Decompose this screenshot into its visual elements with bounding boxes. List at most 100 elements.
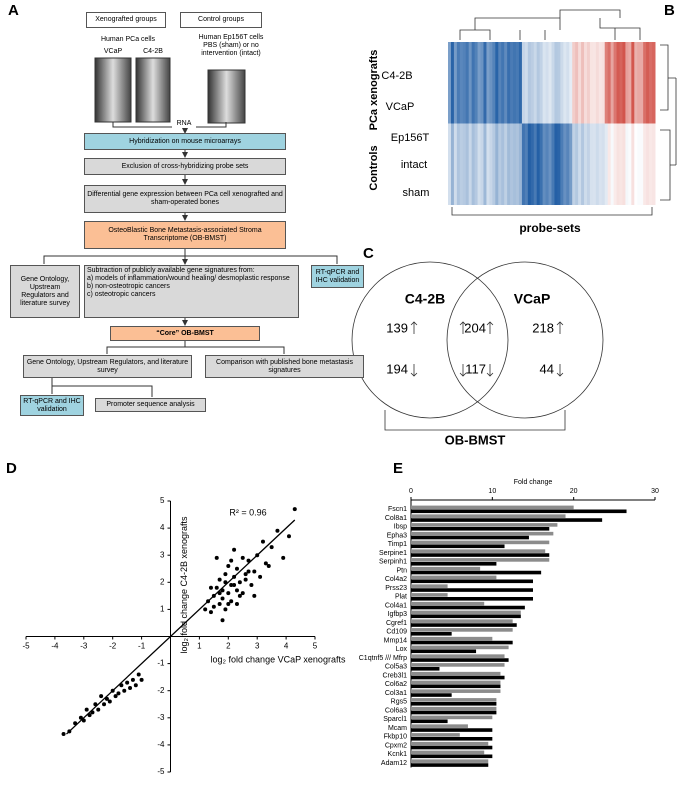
heat-cell: [578, 123, 582, 205]
point: [243, 572, 248, 577]
bar: [411, 645, 509, 650]
y-tick-label: 5: [160, 496, 165, 505]
point: [237, 593, 242, 598]
flow-box: Gene Ontology, Upstream Regulators and l…: [10, 265, 80, 318]
bar: [411, 535, 529, 540]
point: [93, 702, 98, 707]
heat-cell: [613, 123, 618, 205]
point: [281, 555, 286, 560]
heat-cell: [601, 42, 606, 124]
y-tick-label: Timp1: [388, 541, 407, 548]
x-tick-label: 3: [255, 642, 260, 651]
heat-cell: [637, 42, 641, 124]
bar: [411, 601, 485, 606]
y-tick-label: 4: [160, 523, 165, 532]
heat-group: PCa xenografts: [368, 50, 380, 131]
point: [249, 583, 254, 588]
point: [90, 710, 95, 715]
bar: [411, 509, 627, 514]
heat-cell: [459, 123, 464, 205]
heat-cell: [610, 123, 615, 205]
x-tick-label: 1: [197, 642, 202, 651]
point: [78, 715, 83, 720]
heat-cell: [501, 123, 505, 205]
y-tick-label: Fkbp10: [384, 734, 407, 741]
heat-cell: [459, 42, 464, 124]
point: [232, 547, 237, 552]
panel-label: D: [6, 460, 17, 477]
y-tick-label: Prss23: [385, 585, 407, 592]
heat-cell: [480, 42, 484, 124]
x-tick-label: 30: [651, 488, 659, 495]
heat-cell: [586, 42, 591, 124]
y-tick-label: C1qtnf5 /// Mfrp: [359, 655, 407, 662]
heat-cell: [513, 123, 517, 205]
point: [234, 601, 239, 606]
bar: [411, 663, 505, 667]
bar: [411, 531, 554, 536]
y-tick-label: -3: [157, 713, 165, 722]
point: [234, 588, 239, 593]
y-tick-label: -4: [157, 740, 165, 749]
heat-cell: [539, 123, 544, 205]
flow-text: C4-2B: [143, 48, 163, 55]
panel-label: B: [664, 2, 675, 19]
heat-cell: [489, 123, 493, 205]
point: [217, 601, 222, 606]
bar: [411, 566, 481, 571]
heat-cell: [619, 42, 623, 124]
point: [220, 618, 225, 623]
heat-cell: [524, 42, 529, 124]
heat-group: Controls: [368, 145, 380, 190]
x-tick-label: 10: [488, 488, 496, 495]
point: [220, 588, 225, 593]
heat-cell: [518, 42, 523, 124]
heat-row-label: sham: [403, 187, 430, 199]
bar: [411, 579, 533, 584]
point: [258, 574, 263, 579]
point: [61, 732, 66, 737]
point: [203, 607, 208, 612]
point: [99, 694, 104, 699]
heat-cell: [507, 123, 511, 205]
heat-cell: [569, 123, 573, 205]
bar: [411, 562, 497, 566]
flow-box: Promoter sequence analysis: [95, 398, 206, 412]
heat-cell: [581, 123, 585, 205]
heat-cell: [524, 123, 529, 205]
bar: [411, 654, 505, 658]
heat-cell: [619, 123, 623, 205]
point: [234, 566, 239, 571]
heat-cell: [628, 42, 632, 124]
y-tick-label: Kcnk1: [388, 751, 408, 758]
point: [73, 721, 78, 726]
point: [206, 599, 211, 604]
heat-cell: [492, 42, 496, 124]
heat-cell: [504, 123, 508, 205]
annotation: R² = 0.96: [229, 507, 266, 517]
y-tick-label: Ptn: [396, 567, 407, 574]
bar: [411, 715, 493, 720]
x-axis-label: Fold change: [514, 479, 553, 486]
venn-count: 117: [465, 361, 486, 376]
heat-x-label: probe-sets: [519, 221, 581, 235]
x-tick-label: -4: [51, 642, 59, 651]
heat-cell: [530, 123, 535, 205]
heat-cell: [450, 42, 455, 124]
heat-cell: [480, 123, 484, 205]
point: [96, 707, 101, 712]
heat-cell: [495, 123, 499, 205]
heat-cell: [640, 42, 644, 124]
point: [110, 688, 115, 693]
bar: [411, 658, 509, 662]
heat-cell: [595, 42, 600, 124]
flow-box: Comparison with published bone metastasi…: [205, 355, 364, 378]
bar: [411, 588, 533, 592]
bar: [411, 640, 513, 645]
heat-cell: [468, 123, 473, 205]
heat-cell: [604, 42, 609, 124]
heat-cell: [551, 42, 555, 124]
heat-cell: [643, 42, 647, 124]
point: [116, 691, 121, 696]
